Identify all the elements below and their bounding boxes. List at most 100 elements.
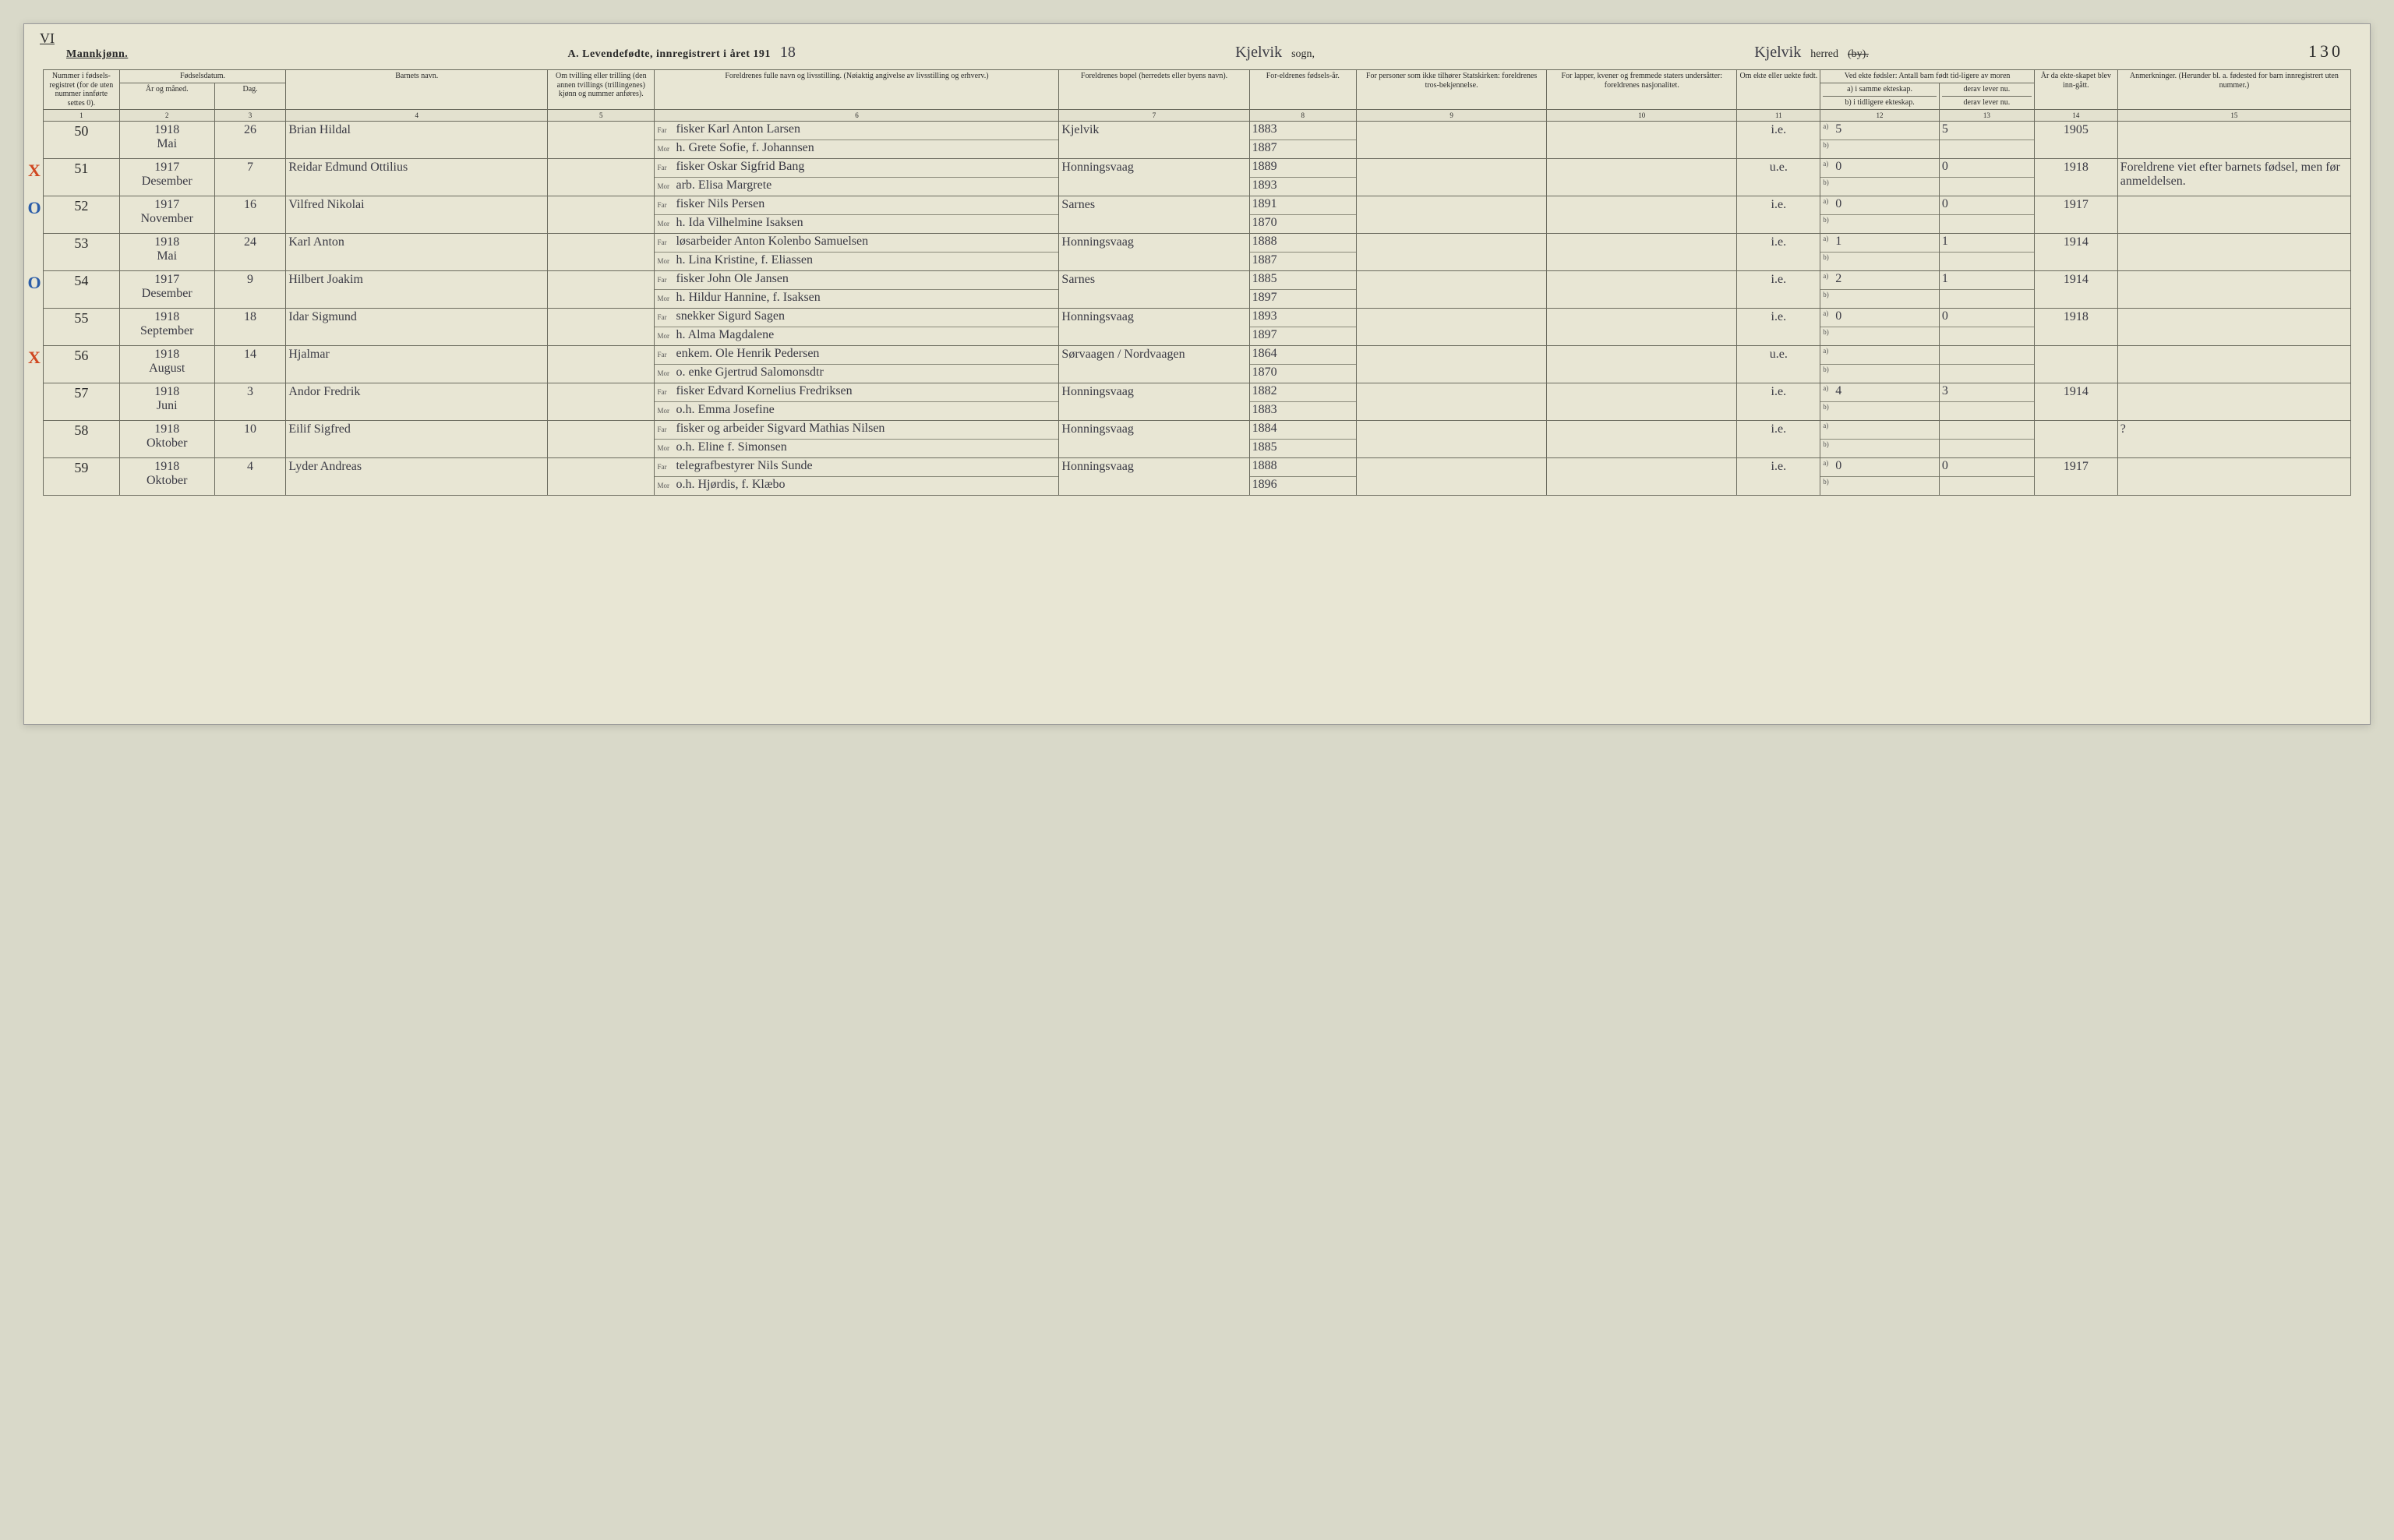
residence: Sarnes: [1059, 196, 1249, 234]
child-name: Reidar Edmund Ottilius: [286, 159, 548, 196]
father-name: telegrafbestyrer Nils Sunde: [676, 459, 812, 473]
col-9-header: For personer som ikke tilhører Statskirk…: [1356, 70, 1546, 110]
prev-living: 1: [1939, 271, 2034, 309]
residence: Honningsvaag: [1059, 309, 1249, 346]
colnum-5: 5: [548, 110, 655, 122]
legitimacy: i.e.: [1737, 271, 1820, 309]
far-label: Far: [657, 276, 673, 284]
living-a: 3: [1942, 384, 1948, 401]
mother-year: 1896: [1250, 477, 1356, 495]
prev-children: a)0b): [1820, 458, 1940, 496]
father-year: 1884: [1250, 421, 1356, 440]
father-year: 1889: [1250, 159, 1356, 178]
parents-cell: Farfisker Edvard Kornelius FredriksenMor…: [655, 383, 1059, 421]
entry-number: 58: [44, 421, 120, 458]
colnum-13: 13: [1939, 110, 2034, 122]
mor-label: Mor: [657, 182, 673, 190]
prev-children: a)b): [1820, 346, 1940, 383]
prev-children: a)1b): [1820, 234, 1940, 271]
entry-number: O54: [44, 271, 120, 309]
register-table: Nummer i fødsels-registret (for de uten …: [43, 69, 2351, 496]
remarks: [2117, 309, 2350, 346]
parent-birth-years: 18881887: [1249, 234, 1356, 271]
mother-year: 1897: [1250, 290, 1356, 308]
parent-birth-years: 18821883: [1249, 383, 1356, 421]
marriage-year: 1905: [2034, 122, 2117, 159]
twin-info: [548, 122, 655, 159]
col-number-row: 1 2 3 4 5 6 7 8 9 10 11 12 13 14 15: [44, 110, 2351, 122]
table-row: X511917Desember7Reidar Edmund OttiliusFa…: [44, 159, 2351, 196]
far-label: Far: [657, 238, 673, 246]
table-row: O521917November16Vilfred NikolaiFarfiske…: [44, 196, 2351, 234]
child-name: Andor Fredrik: [286, 383, 548, 421]
father-name: fisker John Ole Jansen: [676, 272, 788, 286]
prev-living: [1939, 421, 2034, 458]
remarks: [2117, 196, 2350, 234]
table-row: 551918September18Idar SigmundFarsnekker …: [44, 309, 2351, 346]
herred-hand: Kjelvik: [1754, 44, 1801, 62]
col-6-header: Foreldrenes fulle navn og livsstilling. …: [655, 70, 1059, 110]
far-label: Far: [657, 126, 673, 134]
entry-number: 53: [44, 234, 120, 271]
colnum-6: 6: [655, 110, 1059, 122]
mother-name: o. enke Gjertrud Salomonsdtr: [676, 366, 823, 380]
living-a: 5: [1942, 122, 1948, 139]
father-name: løsarbeider Anton Kolenbo Samuelsen: [676, 235, 868, 249]
colnum-7: 7: [1059, 110, 1249, 122]
colnum-8: 8: [1249, 110, 1356, 122]
nationality: [1547, 346, 1737, 383]
colnum-1: 1: [44, 110, 120, 122]
remarks: [2117, 234, 2350, 271]
col-15-header: Anmerkninger. (Herunder bl. a. fødested …: [2117, 70, 2350, 110]
legitimacy: i.e.: [1737, 309, 1820, 346]
remarks: [2117, 383, 2350, 421]
parent-birth-years: 18881896: [1249, 458, 1356, 496]
residence: Sørvaagen / Nordvaagen: [1059, 346, 1249, 383]
birth-year-month: 1918Mai: [119, 122, 214, 159]
child-name: Hjalmar: [286, 346, 548, 383]
prev-a: 0: [1835, 160, 1841, 176]
twin-info: [548, 346, 655, 383]
entry-number: X51: [44, 159, 120, 196]
margin-mark-icon: O: [26, 198, 42, 214]
twin-info: [548, 458, 655, 496]
col-8-header: For-eldrenes fødsels-år.: [1249, 70, 1356, 110]
col-7-header: Foreldrenes bopel (herredets eller byens…: [1059, 70, 1249, 110]
mor-label: Mor: [657, 220, 673, 228]
father-year: 1885: [1250, 271, 1356, 290]
mother-name: h. Ida Vilhelmine Isaksen: [676, 216, 803, 230]
mother-name: h. Lina Kristine, f. Eliassen: [676, 253, 813, 267]
nationality: [1547, 383, 1737, 421]
parents-cell: Fartelegrafbestyrer Nils SundeMoro.h. Hj…: [655, 458, 1059, 496]
parents-cell: Farfisker John Ole JansenMorh. Hildur Ha…: [655, 271, 1059, 309]
birth-day: 3: [214, 383, 286, 421]
father-year: 1891: [1250, 196, 1356, 215]
prev-living: [1939, 346, 2034, 383]
child-name: Lyder Andreas: [286, 458, 548, 496]
nationality: [1547, 309, 1737, 346]
mother-year: 1893: [1250, 178, 1356, 196]
child-name: Karl Anton: [286, 234, 548, 271]
birth-day: 14: [214, 346, 286, 383]
nationality: [1547, 234, 1737, 271]
remarks: [2117, 458, 2350, 496]
prev-living: 0: [1939, 458, 2034, 496]
mor-label: Mor: [657, 444, 673, 452]
colnum-10: 10: [1547, 110, 1737, 122]
mother-year: 1883: [1250, 402, 1356, 420]
parent-birth-years: 18831887: [1249, 122, 1356, 159]
living-a: 1: [1942, 235, 1948, 251]
prev-children: a)b): [1820, 421, 1940, 458]
birth-year-month: 1917Desember: [119, 271, 214, 309]
prev-a: 0: [1835, 459, 1841, 475]
child-name: Idar Sigmund: [286, 309, 548, 346]
prev-a: 5: [1835, 122, 1841, 139]
mother-name: arb. Elisa Margrete: [676, 178, 772, 192]
table-head: Nummer i fødsels-registret (for de uten …: [44, 70, 2351, 122]
parents-cell: Farløsarbeider Anton Kolenbo SamuelsenMo…: [655, 234, 1059, 271]
birth-day: 10: [214, 421, 286, 458]
col-4-header: Barnets navn.: [286, 70, 548, 110]
mother-year: 1887: [1250, 140, 1356, 158]
margin-mark-icon: O: [26, 273, 42, 288]
far-label: Far: [657, 351, 673, 359]
